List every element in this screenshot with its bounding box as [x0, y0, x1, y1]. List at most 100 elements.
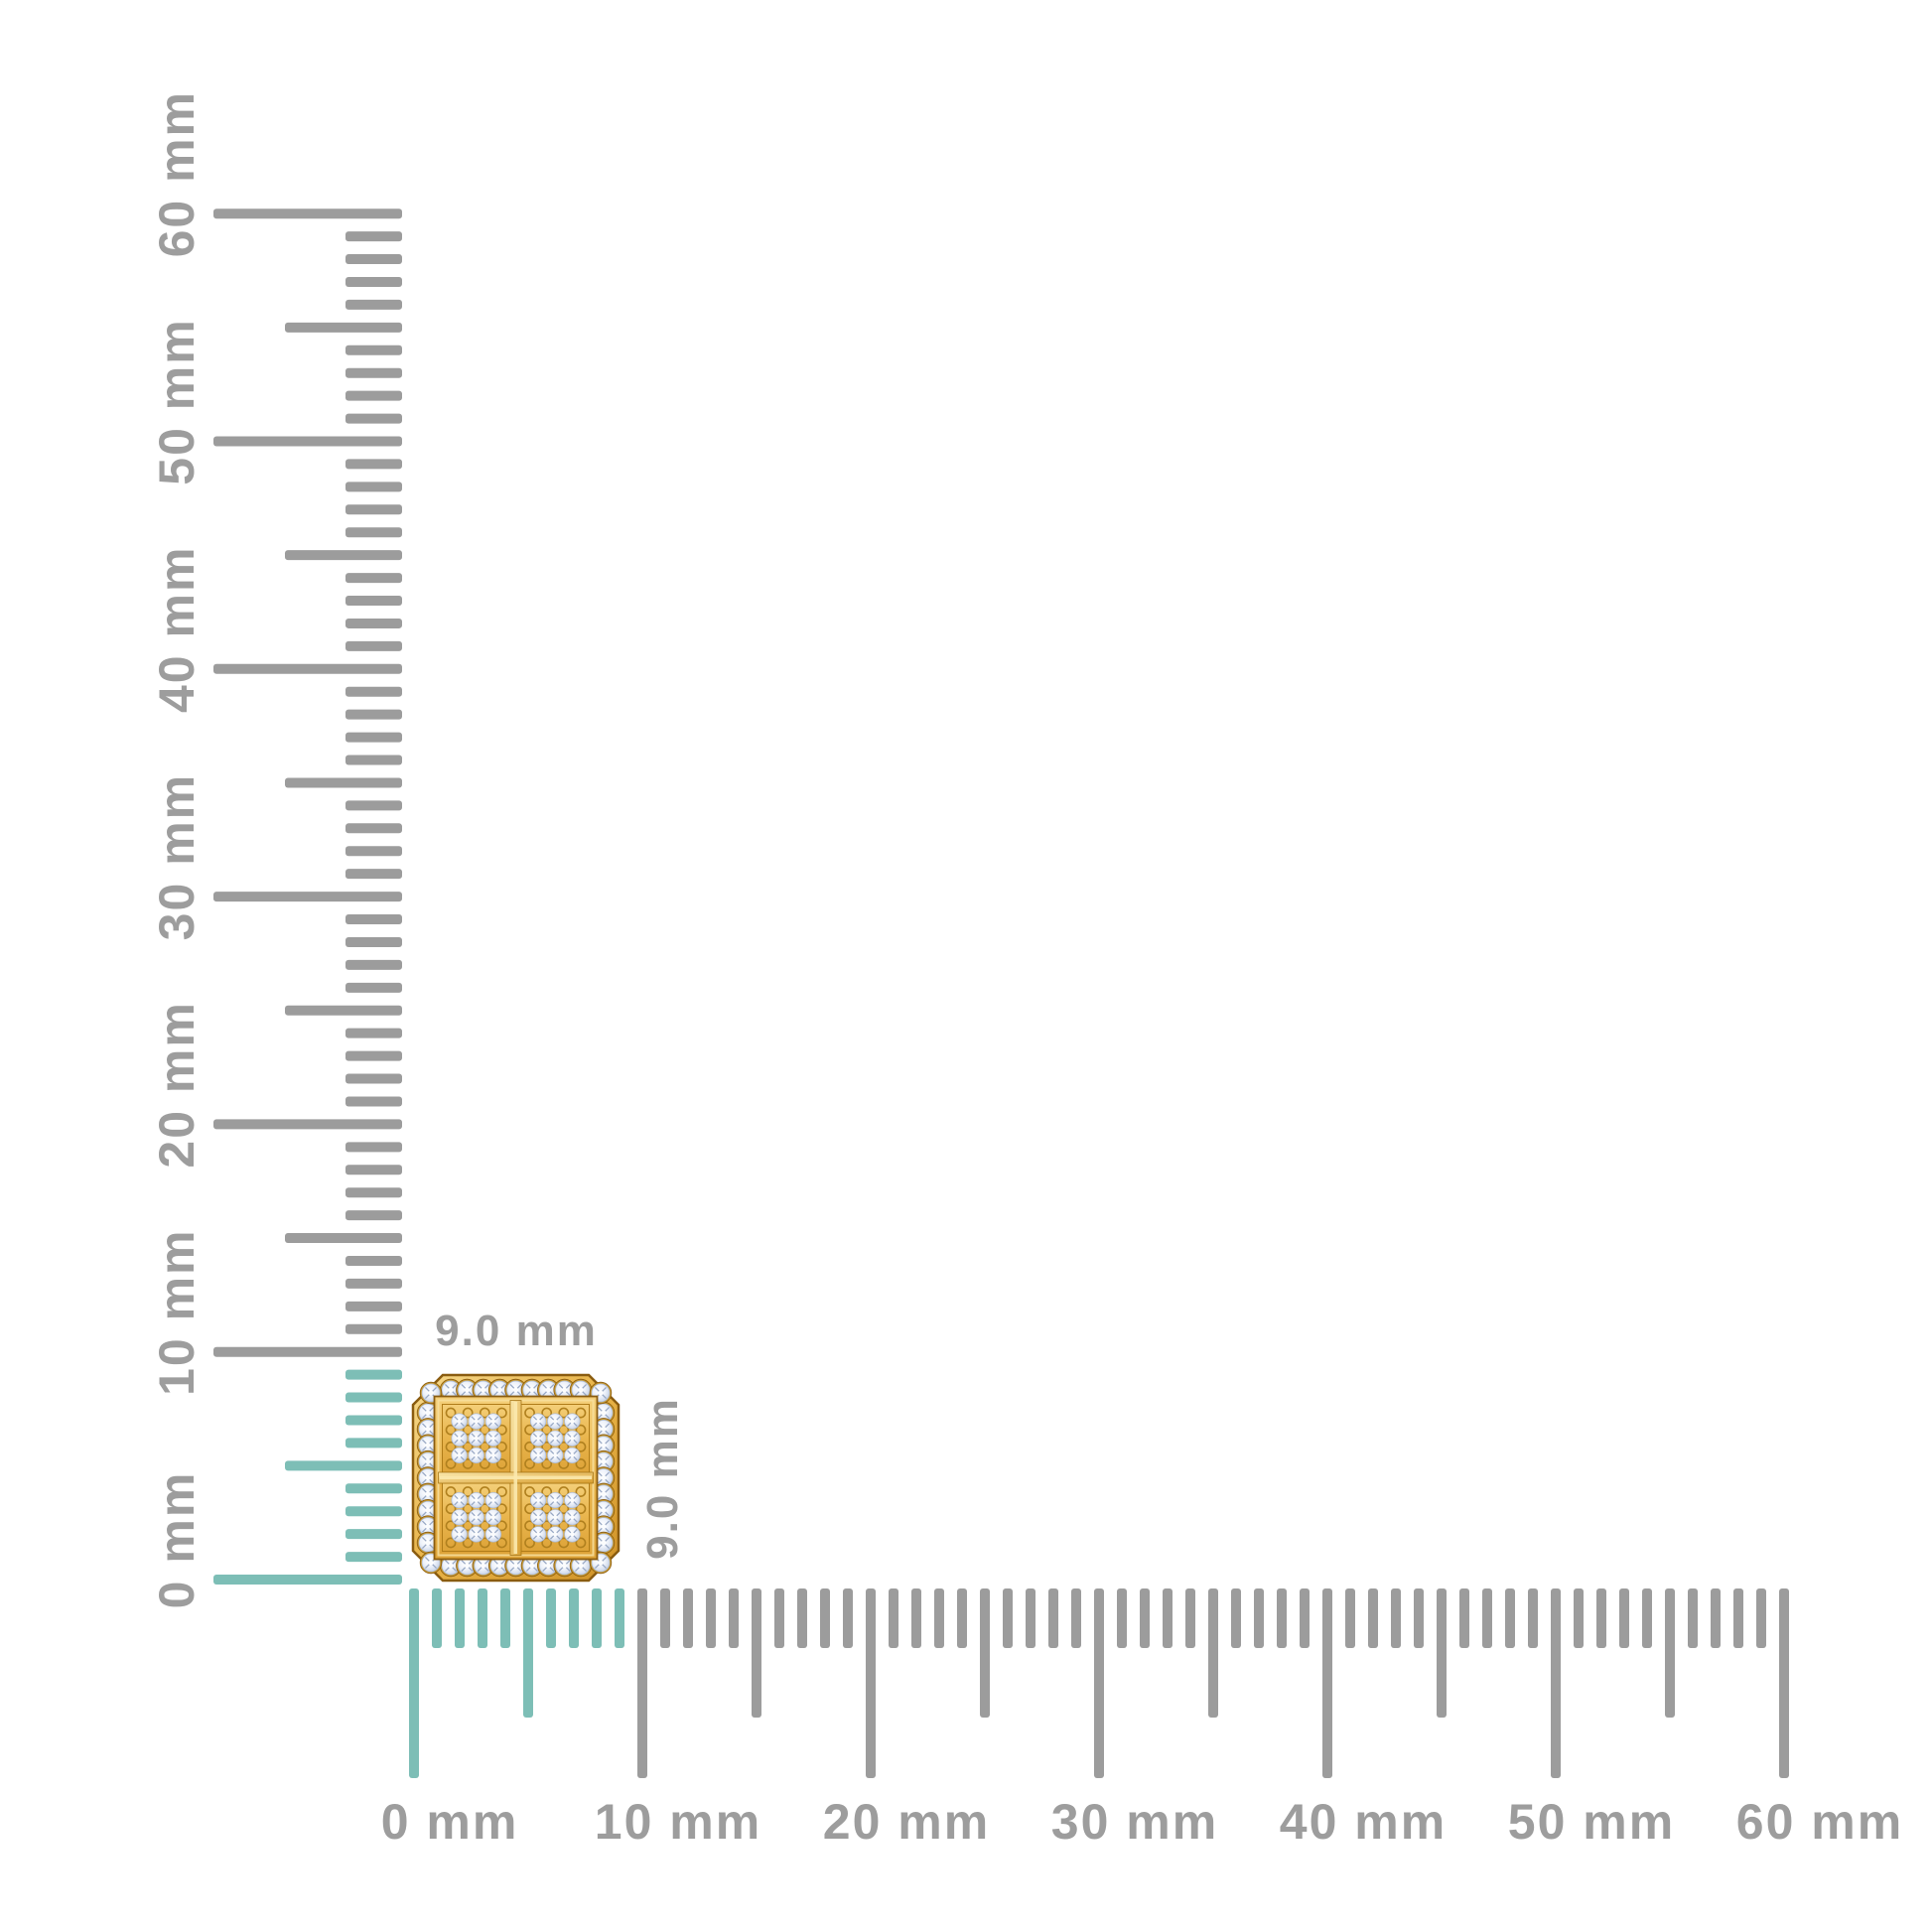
sparkle-dot [570, 1419, 575, 1424]
v-ruler-label-0mm: 0 mm [149, 1471, 205, 1609]
sparkle-dot [425, 1524, 431, 1530]
h-tick-53mm [1619, 1588, 1629, 1648]
sparkle-dot [535, 1452, 541, 1458]
v-tick-13mm [345, 1278, 402, 1289]
sparkle-dot [598, 1560, 604, 1566]
v-tick-45mm [285, 550, 402, 561]
v-tick-40mm [213, 663, 402, 674]
v-tick-8mm [345, 1392, 402, 1403]
v-tick-34mm [345, 800, 402, 811]
gold-ring [445, 1424, 457, 1436]
sparkle-dot [474, 1515, 479, 1520]
gold-ring [541, 1424, 553, 1436]
sparkle-dot [425, 1474, 431, 1481]
h-tick-0mm [409, 1588, 419, 1778]
v-tick-32mm [345, 846, 402, 857]
h-tick-34mm [1185, 1588, 1195, 1648]
h-tick-12mm [683, 1588, 693, 1648]
h-ruler-label-10mm: 10 mm [595, 1794, 761, 1850]
sparkle-dot [512, 1563, 519, 1569]
v-tick-23mm [345, 1050, 402, 1061]
h-tick-59mm [1756, 1588, 1766, 1648]
sparkle-dot [490, 1419, 496, 1424]
v-tick-18mm [345, 1165, 402, 1175]
h-ruler-label-20mm: 20 mm [823, 1794, 990, 1850]
v-tick-33mm [345, 823, 402, 834]
v-tick-31mm [345, 869, 402, 880]
sparkle-dot [601, 1410, 607, 1416]
v-tick-10mm [213, 1346, 402, 1357]
sparkle-dot [512, 1387, 519, 1393]
h-tick-58mm [1733, 1588, 1743, 1648]
v-tick-35mm [285, 777, 402, 788]
v-tick-41mm [345, 640, 402, 651]
gold-ring [445, 1537, 457, 1549]
sparkle-dot [425, 1507, 431, 1513]
sparkle-dot [570, 1497, 575, 1503]
h-tick-44mm [1414, 1588, 1424, 1648]
gold-ring [558, 1520, 570, 1532]
sparkle-dot [457, 1497, 462, 1503]
gold-ring [558, 1441, 570, 1452]
v-tick-59mm [345, 231, 402, 242]
h-tick-27mm [1026, 1588, 1035, 1648]
gold-ring [462, 1486, 474, 1497]
v-tick-5mm [285, 1460, 402, 1471]
h-tick-22mm [911, 1588, 921, 1648]
gold-ring [496, 1424, 507, 1436]
sparkle-dot [601, 1443, 607, 1449]
gold-ring [575, 1520, 587, 1532]
v-tick-27mm [345, 959, 402, 970]
h-tick-41mm [1345, 1588, 1355, 1648]
sparkle-dot [570, 1515, 575, 1520]
h-tick-21mm [889, 1588, 898, 1648]
h-tick-29mm [1071, 1588, 1081, 1648]
gold-ring [462, 1441, 474, 1452]
sparkle-dot [601, 1458, 607, 1464]
sparkle-dot [570, 1532, 575, 1537]
gold-ring [479, 1424, 490, 1436]
sparkle-dot [562, 1563, 568, 1569]
gold-ring [575, 1407, 587, 1419]
pave-quadrant [442, 1482, 511, 1552]
sparkle-dot [428, 1560, 434, 1566]
gold-ring [462, 1537, 474, 1549]
sparkle-dot [464, 1563, 470, 1569]
v-tick-53mm [345, 367, 402, 378]
gold-ring [462, 1458, 474, 1469]
sparkle-dot [425, 1426, 431, 1432]
sparkle-dot [598, 1390, 604, 1396]
h-tick-37mm [1254, 1588, 1264, 1648]
v-ruler-label-20mm: 20 mm [149, 1001, 205, 1168]
gold-ring [462, 1424, 474, 1436]
sparkle-dot [457, 1436, 462, 1441]
sparkle-dot [562, 1387, 568, 1393]
gold-ring [541, 1441, 553, 1452]
v-tick-54mm [345, 345, 402, 355]
h-tick-18mm [820, 1588, 830, 1648]
sparkle-dot [553, 1452, 558, 1458]
gold-ring [524, 1458, 535, 1469]
v-tick-12mm [345, 1301, 402, 1311]
v-tick-60mm [213, 208, 402, 219]
v-tick-52mm [345, 390, 402, 401]
v-tick-6mm [345, 1438, 402, 1449]
gold-ring [524, 1520, 535, 1532]
v-ruler-label-30mm: 30 mm [149, 773, 205, 940]
h-tick-16mm [774, 1588, 784, 1648]
sparkle-dot [481, 1387, 486, 1393]
h-tick-1mm [432, 1588, 442, 1648]
horizontal-ruler: 0 mm 10 mm 20 mm 30 mm 40 mm 50 mm 60 mm [381, 1588, 1901, 1850]
gold-ring [541, 1537, 553, 1549]
h-tick-3mm [478, 1588, 487, 1648]
v-tick-56mm [345, 299, 402, 310]
h-ruler-label-50mm: 50 mm [1508, 1794, 1675, 1850]
sparkle-dot [545, 1563, 551, 1569]
v-tick-17mm [345, 1187, 402, 1198]
h-tick-57mm [1711, 1588, 1721, 1648]
vertical-ruler: 0 mm 10 mm 20 mm 30 mm 40 mm 50 mm 60 mm [149, 90, 402, 1608]
sparkle-dot [553, 1532, 558, 1537]
gold-ring [496, 1486, 507, 1497]
sparkle-dot [601, 1491, 607, 1497]
gold-ring [524, 1441, 535, 1452]
